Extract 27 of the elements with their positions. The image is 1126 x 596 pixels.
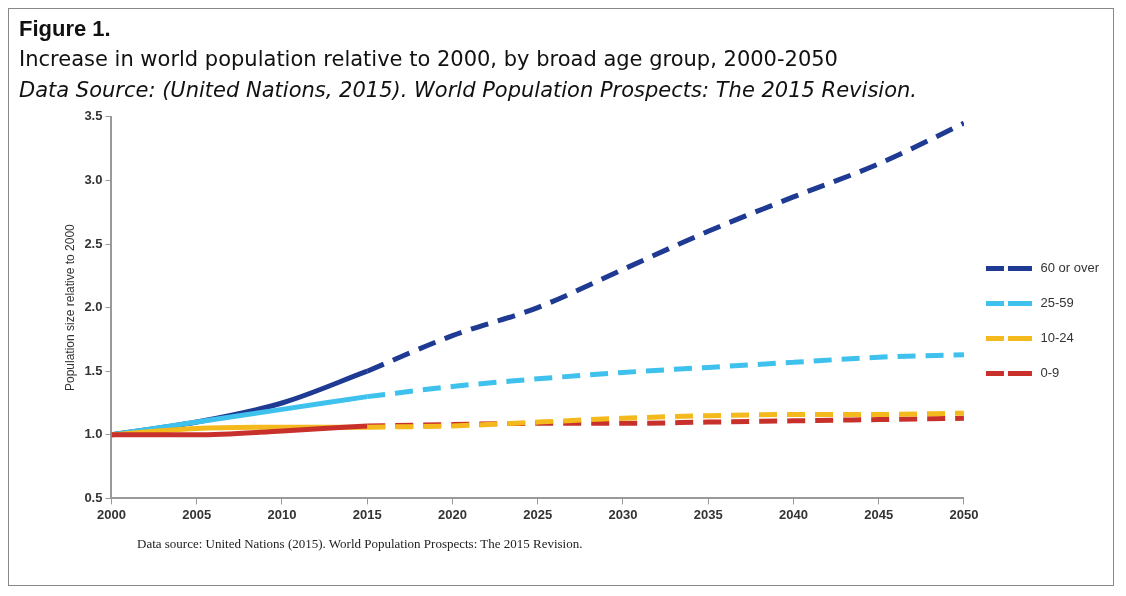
x-tick-label: 2045 <box>864 506 894 522</box>
x-tick-label: 2040 <box>779 506 808 522</box>
legend-label: 25-59 <box>1040 295 1074 311</box>
x-tick-label: 2010 <box>267 506 297 522</box>
y-tick-label: 3.5 <box>84 108 103 124</box>
legend-label: 0-9 <box>1040 365 1060 381</box>
chart-title: Figure 1. <box>19 15 112 43</box>
x-tick-label: 2005 <box>182 506 212 522</box>
legend-label: 10-24 <box>1040 330 1074 346</box>
y-axis-title: Population size relative to 2000 <box>62 223 77 391</box>
x-tick-label: 2020 <box>438 506 467 522</box>
legend-label: 60 or over <box>1040 260 1100 276</box>
y-tick-label: 2.5 <box>84 235 103 251</box>
x-tick-label: 2050 <box>949 506 979 522</box>
y-tick-label: 1.0 <box>84 426 103 442</box>
x-tick-label: 2000 <box>97 506 126 522</box>
source-note: Data source: United Nations (2015). World Population Prospects: The 2015 Revision. <box>137 536 584 552</box>
chart-subtitle: Increase in world population relative to 2000, by broad age group, 2000-2050 <box>19 46 839 73</box>
source-note: Data Source: (United Nations, 2015). World Population Prospects: The 2015 Revision. <box>19 77 918 104</box>
x-tick-label: 2030 <box>608 506 638 522</box>
x-tick-label: 2025 <box>523 506 553 522</box>
y-tick-label: 3.0 <box>84 171 103 187</box>
y-tick-label: 2.0 <box>84 299 103 315</box>
y-tick-label: 0.5 <box>84 489 103 505</box>
y-tick-label: 1.5 <box>84 362 103 378</box>
x-tick-label: 2035 <box>693 506 723 522</box>
x-tick-label: 2015 <box>352 506 382 522</box>
